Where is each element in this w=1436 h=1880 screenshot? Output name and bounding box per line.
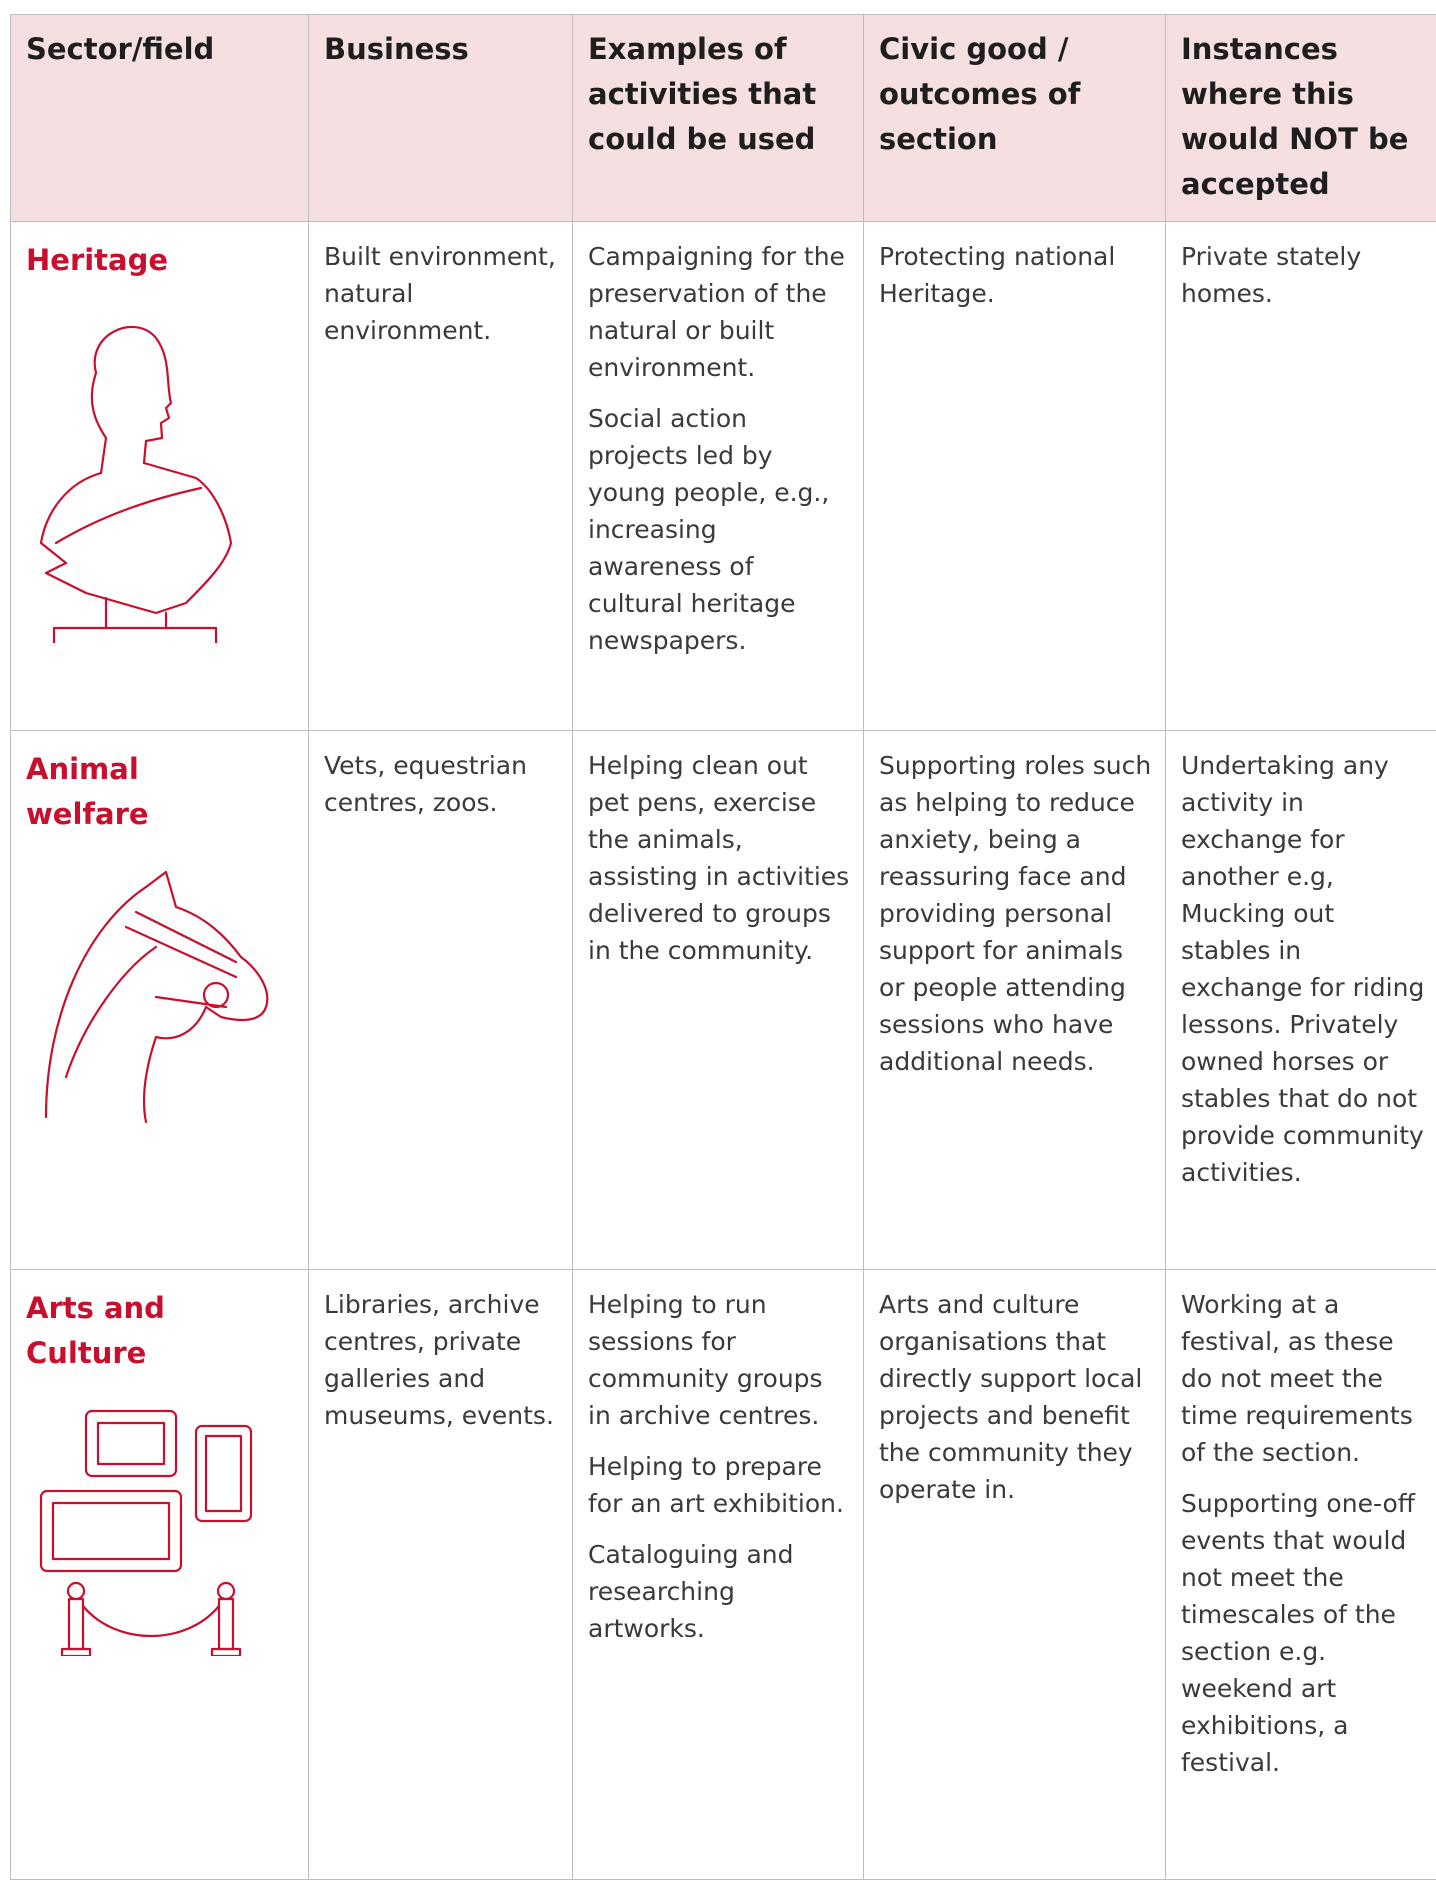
column-header: Instances where this would NOT be accept…: [1166, 15, 1436, 222]
cell-text: Campaigning for the preservation of the …: [588, 238, 853, 386]
table-cell: Helping to run sessions for community gr…: [573, 1270, 864, 1880]
table-cell: Campaigning for the preservation of the …: [573, 222, 864, 731]
table-cell: Private stately homes.: [1166, 222, 1436, 731]
table-cell: Vets, equestrian centres, zoos.: [309, 731, 573, 1270]
cell-text: Libraries, archive centres, private gall…: [324, 1286, 562, 1434]
table-row: Heritage Built environment, natural envi…: [11, 222, 1436, 731]
sector-name: Animal welfare: [26, 747, 216, 837]
cell-text: Vets, equestrian centres, zoos.: [324, 747, 562, 821]
table-cell: Helping clean out pet pens, exercise the…: [573, 731, 864, 1270]
table-row: Arts and Culture Libraries, archive cent…: [11, 1270, 1436, 1880]
column-header: Business: [309, 15, 573, 222]
table-cell: Arts and culture organisations that dire…: [864, 1270, 1166, 1880]
cell-text: Helping to prepare for an art exhibition…: [588, 1448, 853, 1522]
table-cell: Built environment, natural environment.: [309, 222, 573, 731]
cell-text: Private stately homes.: [1181, 238, 1426, 312]
cell-text: Built environment, natural environment.: [324, 238, 562, 349]
table-cell: Undertaking any activity in exchange for…: [1166, 731, 1436, 1270]
table-cell: Libraries, archive centres, private gall…: [309, 1270, 573, 1880]
horse-icon: [26, 867, 276, 1127]
cell-text: Social action projects led by young peop…: [588, 400, 853, 659]
cell-text: Helping to run sessions for community gr…: [588, 1286, 853, 1434]
sector-cell: Heritage: [11, 222, 309, 731]
table-cell: Working at a festival, as these do not m…: [1166, 1270, 1436, 1880]
sector-name: Heritage: [26, 238, 216, 283]
cell-text: Cataloguing and researching artworks.: [588, 1536, 853, 1647]
sector-name: Arts and Culture: [26, 1286, 216, 1376]
cell-text: Arts and culture organisations that dire…: [879, 1286, 1155, 1508]
cell-text: Working at a festival, as these do not m…: [1181, 1286, 1426, 1471]
sector-cell: Arts and Culture: [11, 1270, 309, 1880]
cell-text: Undertaking any activity in exchange for…: [1181, 747, 1426, 1191]
bust-icon: [26, 313, 236, 643]
cell-text: Helping clean out pet pens, exercise the…: [588, 747, 853, 969]
column-header: Examples of activities that could be use…: [573, 15, 864, 222]
sector-cell: Animal welfare: [11, 731, 309, 1270]
column-header: Sector/field: [11, 15, 309, 222]
table-cell: Supporting roles such as helping to redu…: [864, 731, 1166, 1270]
table-cell: Protecting national Heritage.: [864, 222, 1166, 731]
cell-text: Supporting one-off events that would not…: [1181, 1485, 1426, 1781]
cell-text: Protecting national Heritage.: [879, 238, 1155, 312]
table-row: Animal welfare Vets, equestrian centres,…: [11, 731, 1436, 1270]
frames-icon: [26, 1406, 256, 1656]
cell-text: Supporting roles such as helping to redu…: [879, 747, 1155, 1080]
column-header: Civic good / outcomes of section: [864, 15, 1166, 222]
